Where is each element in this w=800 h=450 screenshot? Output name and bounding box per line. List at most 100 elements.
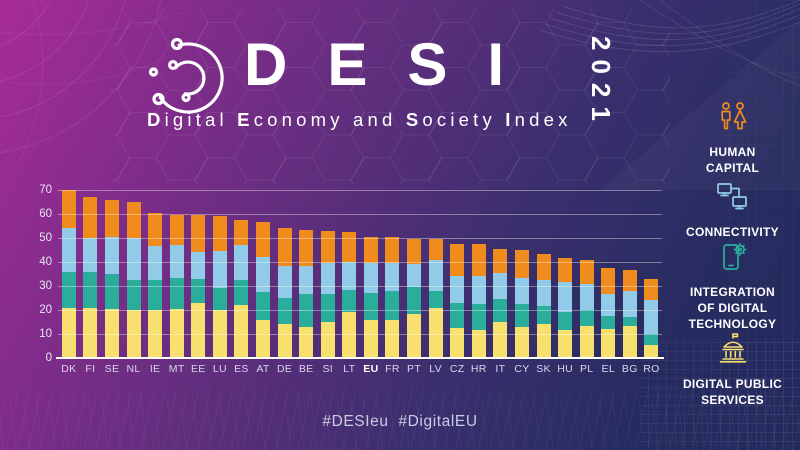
bar-segment-human-capital-RO [644,278,659,301]
bars [58,190,662,358]
bar-segment-digital-public-services-SI [320,322,335,358]
bar-segment-human-capital-ES [234,220,249,246]
bar-segment-digital-public-services-DK [61,307,76,358]
bar-segment-integration-of-digital-technology-EE [191,278,206,303]
bar-LT [342,232,357,358]
x-label-FI: FI [85,363,96,375]
bar-segment-connectivity-SE [104,236,119,275]
x-label-SE: SE [104,363,120,375]
bar-segment-integration-of-digital-technology-LT [342,289,357,313]
bar-segment-integration-of-digital-technology-IE [148,280,163,310]
bar-segment-integration-of-digital-technology-HR [471,304,486,331]
bar-segment-integration-of-digital-technology-SE [104,274,119,309]
gridline-60 [58,213,662,215]
bar-segment-connectivity-DE [277,265,292,299]
subtitle-part: ndex [514,109,572,130]
bar-column-PT [403,190,425,358]
bar-segment-digital-public-services-HU [558,330,573,358]
x-label-AT: AT [256,363,270,375]
bar-segment-digital-public-services-PT [407,313,422,358]
gridline-70 [58,189,662,191]
bar-segment-integration-of-digital-technology-PL [579,310,594,326]
bar-segment-connectivity-HU [558,282,573,313]
bar-segment-human-capital-DE [277,228,292,266]
bar-segment-digital-public-services-IE [148,310,163,358]
x-label-RO: RO [643,363,660,375]
bar-DK [61,190,76,358]
bar-RO [644,278,659,358]
bar-segment-human-capital-BE [299,229,314,266]
bar-column-LV [425,190,447,358]
legend-item-integration-of-digital-technology: INTEGRATION OF DIGITAL TECHNOLOGY [665,240,800,332]
bar-segment-connectivity-EE [191,252,206,279]
bar-segment-connectivity-MT [169,245,184,278]
legend-item-human-capital: HUMAN CAPITAL [665,100,800,177]
bar-segment-human-capital-CY [514,250,529,278]
bar-segment-integration-of-digital-technology-SI [320,294,335,322]
x-label-IT: IT [495,363,506,375]
bar-LV [428,239,443,358]
bar-segment-human-capital-AT [255,222,270,258]
y-axis-label-40: 40 [39,256,52,268]
subtitle-part: ociety [422,109,506,130]
x-axis-labels: DK FI SE NL IE MT EE LU ES AT DE BE SI LT EU FR PT LV CZ HR… [58,363,662,375]
bar-segment-integration-of-digital-technology-PT [407,287,422,314]
bar-segment-digital-public-services-CZ [450,328,465,358]
bar-CY [514,250,529,358]
gridline-10 [58,333,662,335]
bar-segment-human-capital-IT [493,248,508,273]
bar-segment-human-capital-EE [191,215,206,253]
bar-SI [320,230,335,358]
x-label-PT: PT [407,363,422,375]
title-year: 2021 [586,36,616,130]
x-label-EL: EL [601,363,615,375]
subtitle-part: conomy [253,109,354,130]
bar-segment-connectivity-ES [234,245,249,281]
bar-segment-digital-public-services-LT [342,312,357,358]
bar-PL [579,259,594,358]
bar-BE [299,229,314,358]
bar-column-HU [554,190,576,358]
bar-NL [126,202,141,358]
bar-EL [601,268,616,358]
legend-label: HUMAN CAPITAL [705,145,760,175]
bar-segment-human-capital-SI [320,230,335,264]
bar-segment-integration-of-digital-technology-LU [212,288,227,310]
bar-segment-digital-public-services-NL [126,310,141,358]
x-label-DK: DK [61,363,77,375]
bar-CZ [450,244,465,358]
bar-segment-digital-public-services-BG [622,325,637,358]
y-axis-label-30: 30 [39,280,52,292]
y-axis-label-70: 70 [39,184,52,196]
bar-segment-human-capital-MT [169,215,184,246]
bar-segment-integration-of-digital-technology-ES [234,280,249,306]
x-label-BE: BE [298,363,314,375]
x-label-HR: HR [470,363,487,375]
bar-column-DE [274,190,296,358]
bar-segment-connectivity-HR [471,276,486,305]
bar-segment-connectivity-FI [83,238,98,272]
bar-segment-digital-public-services-LU [212,310,227,358]
bar-segment-integration-of-digital-technology-BG [622,317,637,326]
bar-segment-connectivity-IE [148,246,163,280]
bar-column-ES [231,190,253,358]
bar-segment-integration-of-digital-technology-FI [83,271,98,308]
bar-segment-human-capital-LU [212,216,227,252]
bar-segment-connectivity-BE [299,265,314,295]
hashtags: #DESIeu #DigitalEU [322,413,478,430]
bar-segment-digital-public-services-BE [299,326,314,358]
y-axis-label-20: 20 [39,304,52,316]
bar-segment-digital-public-services-FR [385,319,400,358]
bar-segment-human-capital-FI [83,197,98,239]
bar-FI [83,197,98,358]
bar-HR [471,244,486,358]
subtitle-part: I [505,109,515,130]
gridline-40 [58,261,662,263]
x-label-SI: SI [322,363,333,375]
connectivity-icon [716,183,747,210]
bar-segment-human-capital-BG [622,270,637,291]
subtitle-part: igital [164,109,238,130]
bar-IE [148,212,163,358]
legend-label: INTEGRATION OF DIGITAL TECHNOLOGY [688,285,777,331]
